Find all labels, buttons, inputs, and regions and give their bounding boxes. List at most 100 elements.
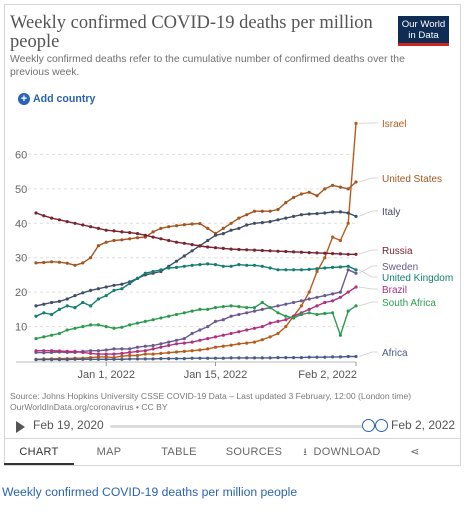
data-point — [354, 214, 358, 218]
add-country-button[interactable]: + Add country — [18, 93, 95, 105]
timeline-track[interactable] — [110, 425, 378, 428]
data-point — [182, 241, 186, 245]
data-point — [57, 218, 62, 222]
data-point — [73, 357, 77, 361]
data-point — [57, 299, 62, 303]
data-point — [252, 221, 257, 225]
data-point — [159, 226, 163, 230]
data-point — [167, 238, 171, 243]
data-point — [135, 353, 140, 358]
data-point — [331, 355, 335, 359]
data-point — [96, 357, 100, 361]
data-point — [307, 311, 311, 315]
tab-chart[interactable]: CHART — [4, 439, 74, 465]
data-point — [331, 292, 335, 296]
data-point — [151, 230, 155, 234]
data-point — [268, 249, 272, 253]
logo-accent-bar — [398, 43, 449, 46]
data-point — [276, 207, 280, 212]
data-point — [190, 331, 194, 336]
data-point — [174, 224, 179, 228]
data-point — [135, 321, 140, 325]
data-point — [190, 243, 194, 247]
data-point — [96, 297, 100, 301]
data-point — [50, 300, 54, 305]
data-point — [167, 314, 171, 318]
figure-caption-link[interactable]: Weekly confirmed COVID-19 deaths per mil… — [2, 485, 298, 499]
data-point — [34, 261, 38, 265]
data-point — [245, 356, 249, 360]
data-point — [276, 268, 280, 272]
tab-table[interactable]: TABLE — [161, 446, 197, 458]
data-point — [120, 325, 124, 329]
data-point — [213, 306, 218, 310]
data-point — [292, 316, 296, 320]
data-point — [260, 307, 264, 311]
data-point — [174, 342, 179, 346]
logo-line-2: in Data — [408, 30, 439, 41]
data-point — [315, 251, 319, 255]
play-icon[interactable] — [16, 421, 25, 433]
data-point — [128, 350, 132, 354]
data-point — [120, 347, 124, 351]
data-point — [112, 288, 116, 292]
data-point — [323, 256, 327, 260]
data-point — [268, 220, 272, 224]
data-point — [315, 194, 319, 198]
data-point — [276, 249, 280, 253]
data-point — [229, 331, 233, 336]
data-point — [331, 183, 335, 187]
data-point — [81, 350, 85, 354]
timeline-end-label: Feb 2, 2022 — [391, 418, 456, 432]
data-point — [57, 358, 62, 362]
data-point — [284, 268, 288, 272]
data-point — [252, 248, 257, 252]
data-point — [284, 302, 288, 306]
share-button[interactable]: ⋖ — [390, 439, 440, 465]
data-point — [221, 318, 225, 322]
owid-logo[interactable]: Our World in Data — [398, 16, 449, 46]
series-line — [35, 123, 357, 360]
data-point — [174, 312, 179, 317]
data-point — [307, 190, 311, 194]
data-point — [338, 210, 342, 214]
tab-download[interactable]: ⭳ DOWNLOAD — [294, 439, 390, 465]
data-point — [42, 311, 46, 315]
series-label: Africa — [382, 348, 408, 359]
data-point — [284, 325, 288, 329]
add-country-label: Add country — [33, 93, 96, 105]
data-point — [237, 342, 241, 346]
data-point — [284, 356, 288, 360]
data-point — [89, 351, 93, 355]
data-point — [104, 294, 108, 298]
download-icon: ⭳ — [303, 447, 308, 458]
data-point — [159, 268, 163, 272]
data-point — [307, 267, 311, 271]
data-point — [252, 326, 257, 330]
series-label-connector — [358, 301, 378, 307]
data-point — [268, 266, 272, 270]
tab-sources[interactable]: SOURCES — [225, 446, 283, 458]
data-point — [57, 331, 62, 336]
data-point — [338, 252, 342, 256]
data-point — [128, 231, 132, 235]
data-point — [42, 260, 46, 265]
data-point — [276, 319, 280, 323]
timeline-start-label: Feb 19, 2020 — [33, 418, 104, 432]
data-point — [229, 221, 233, 225]
timeline-start-handle[interactable] — [361, 419, 375, 432]
data-point — [206, 262, 210, 266]
timeline-end-handle[interactable] — [375, 419, 388, 432]
data-point — [221, 333, 225, 337]
tab-map[interactable]: MAP — [96, 446, 122, 458]
data-point — [182, 311, 186, 315]
data-point — [307, 212, 311, 216]
data-point — [252, 306, 257, 310]
data-point — [65, 220, 69, 224]
share-icon: ⋖ — [410, 446, 420, 458]
data-point — [315, 212, 319, 216]
data-point — [229, 264, 233, 268]
data-point — [151, 269, 155, 274]
data-point — [128, 347, 132, 351]
data-point — [190, 356, 194, 360]
